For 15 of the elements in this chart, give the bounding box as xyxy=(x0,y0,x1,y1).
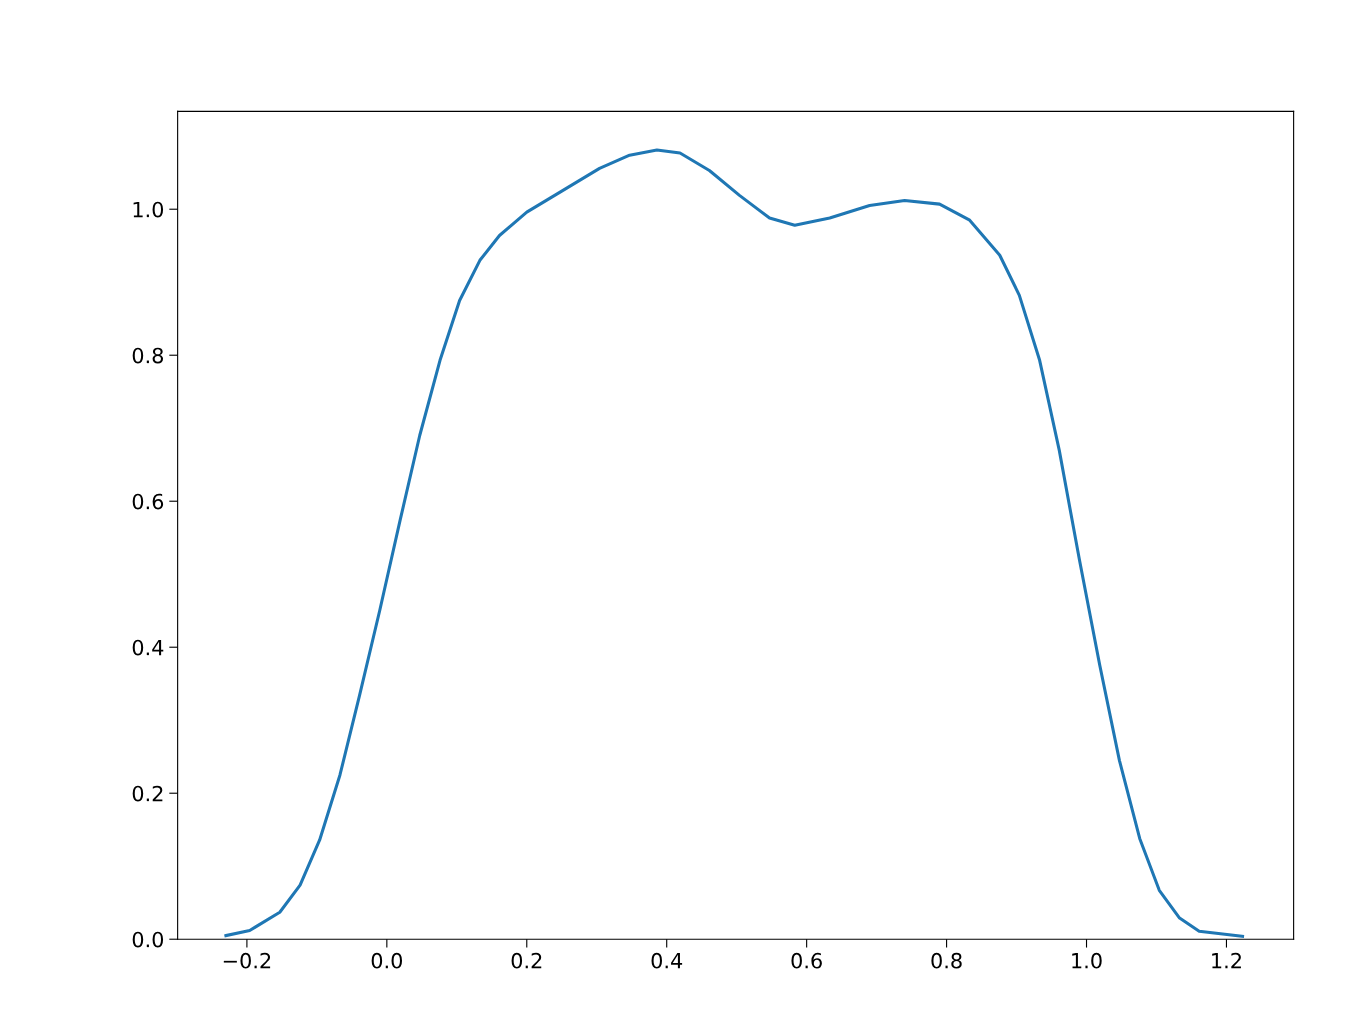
x-tick-label: 0.2 xyxy=(511,952,542,969)
y-tick-label: 0.8 xyxy=(132,347,164,364)
y-tick-label: 0.4 xyxy=(132,639,164,656)
line-series xyxy=(224,148,1245,938)
y-tick-label: 0.6 xyxy=(132,493,164,510)
y-tick-label: 0.2 xyxy=(132,785,163,802)
x-tick-label: 0.6 xyxy=(791,952,822,969)
x-tick-label: 0.8 xyxy=(931,952,962,969)
x-tick-label: 1.2 xyxy=(1212,952,1241,969)
x-tick-label: 1.0 xyxy=(1072,952,1102,969)
x-tick-label: 0.0 xyxy=(371,952,403,969)
y-tick-label: 1.0 xyxy=(133,201,164,218)
y-tick-label: 0.0 xyxy=(132,931,164,948)
x-tick-label: −0.2 xyxy=(223,952,271,969)
x-tick-label: 0.4 xyxy=(651,952,683,969)
